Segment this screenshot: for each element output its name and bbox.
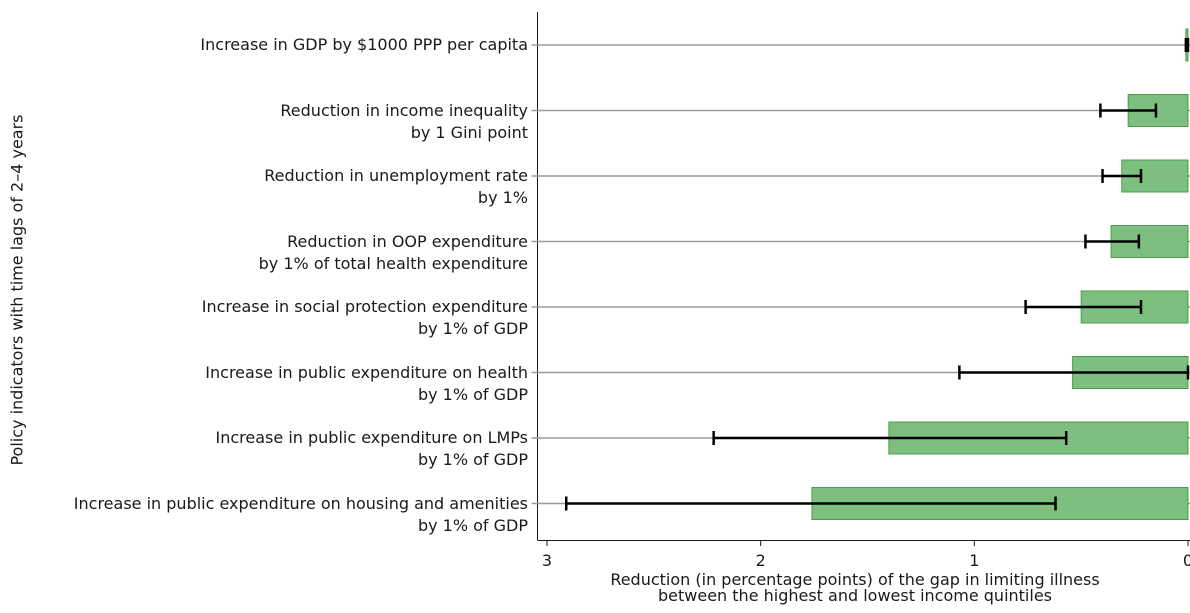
- category-label: Increase in public expenditure on LMPs by…: [216, 427, 528, 471]
- category-label-line-1: Increase in public expenditure on LMPs: [215, 428, 528, 447]
- category-label-line-2: by 1 Gini point: [410, 122, 528, 142]
- category-label-line-1: Increase in public expenditure on health: [205, 362, 528, 382]
- category-label-line-2: by 1% of GDP: [417, 450, 528, 469]
- chart-rows: [531, 28, 1190, 520]
- x-axis-ticks: 3 2 1 0: [542, 540, 1190, 570]
- category-label-line-2: by 1%: [477, 188, 528, 207]
- category-label-line-2: by 1% of GDP: [417, 515, 528, 535]
- category-label: Increase in GDP by $1000 PPP per capita: [200, 34, 528, 56]
- category-label: Reduction in OOP expenditure by 1% of tot…: [259, 231, 528, 275]
- category-label-line-1: Increase in public expenditure on housin…: [73, 493, 528, 513]
- x-tick-label: 3: [542, 551, 552, 570]
- x-axis-label-line-1: Reduction (in percentage points) of the …: [610, 570, 1100, 589]
- category-label-line-1: Increase in social protection expenditur…: [201, 297, 528, 316]
- x-tick-label: 0: [1183, 551, 1190, 570]
- category-label: Increase in public expenditure on health…: [205, 362, 528, 406]
- x-tick-label: 2: [756, 551, 766, 570]
- category-label: Increase in public expenditure on housin…: [74, 493, 528, 537]
- x-axis-label: Reduction (in percentage points) of the …: [610, 572, 1099, 604]
- category-label-line-1: Reduction in income inequality: [280, 100, 528, 120]
- x-axis-label-line-2: between the highest and lowest income qu…: [658, 586, 1052, 605]
- category-label-line-2: by 1% of total health expenditure: [258, 253, 528, 273]
- category-label: Reduction in income inequality by 1 Gini …: [280, 100, 528, 144]
- category-label: Reduction in unemployment rate by 1%: [264, 165, 528, 209]
- category-label-line-1: Reduction in OOP expenditure: [287, 231, 528, 251]
- category-label-line-1: Reduction in unemployment rate: [264, 166, 528, 185]
- x-tick-label: 1: [969, 551, 979, 570]
- category-label-line-2: by 1% of GDP: [417, 319, 528, 338]
- category-label: Increase in social protection expenditur…: [202, 296, 528, 340]
- category-label-line-1: Increase in GDP by $1000 PPP per capita: [200, 35, 528, 54]
- category-label-line-2: by 1% of GDP: [417, 384, 528, 404]
- y-axis-label: Policy indicators with time lags of 2–4 …: [7, 114, 27, 466]
